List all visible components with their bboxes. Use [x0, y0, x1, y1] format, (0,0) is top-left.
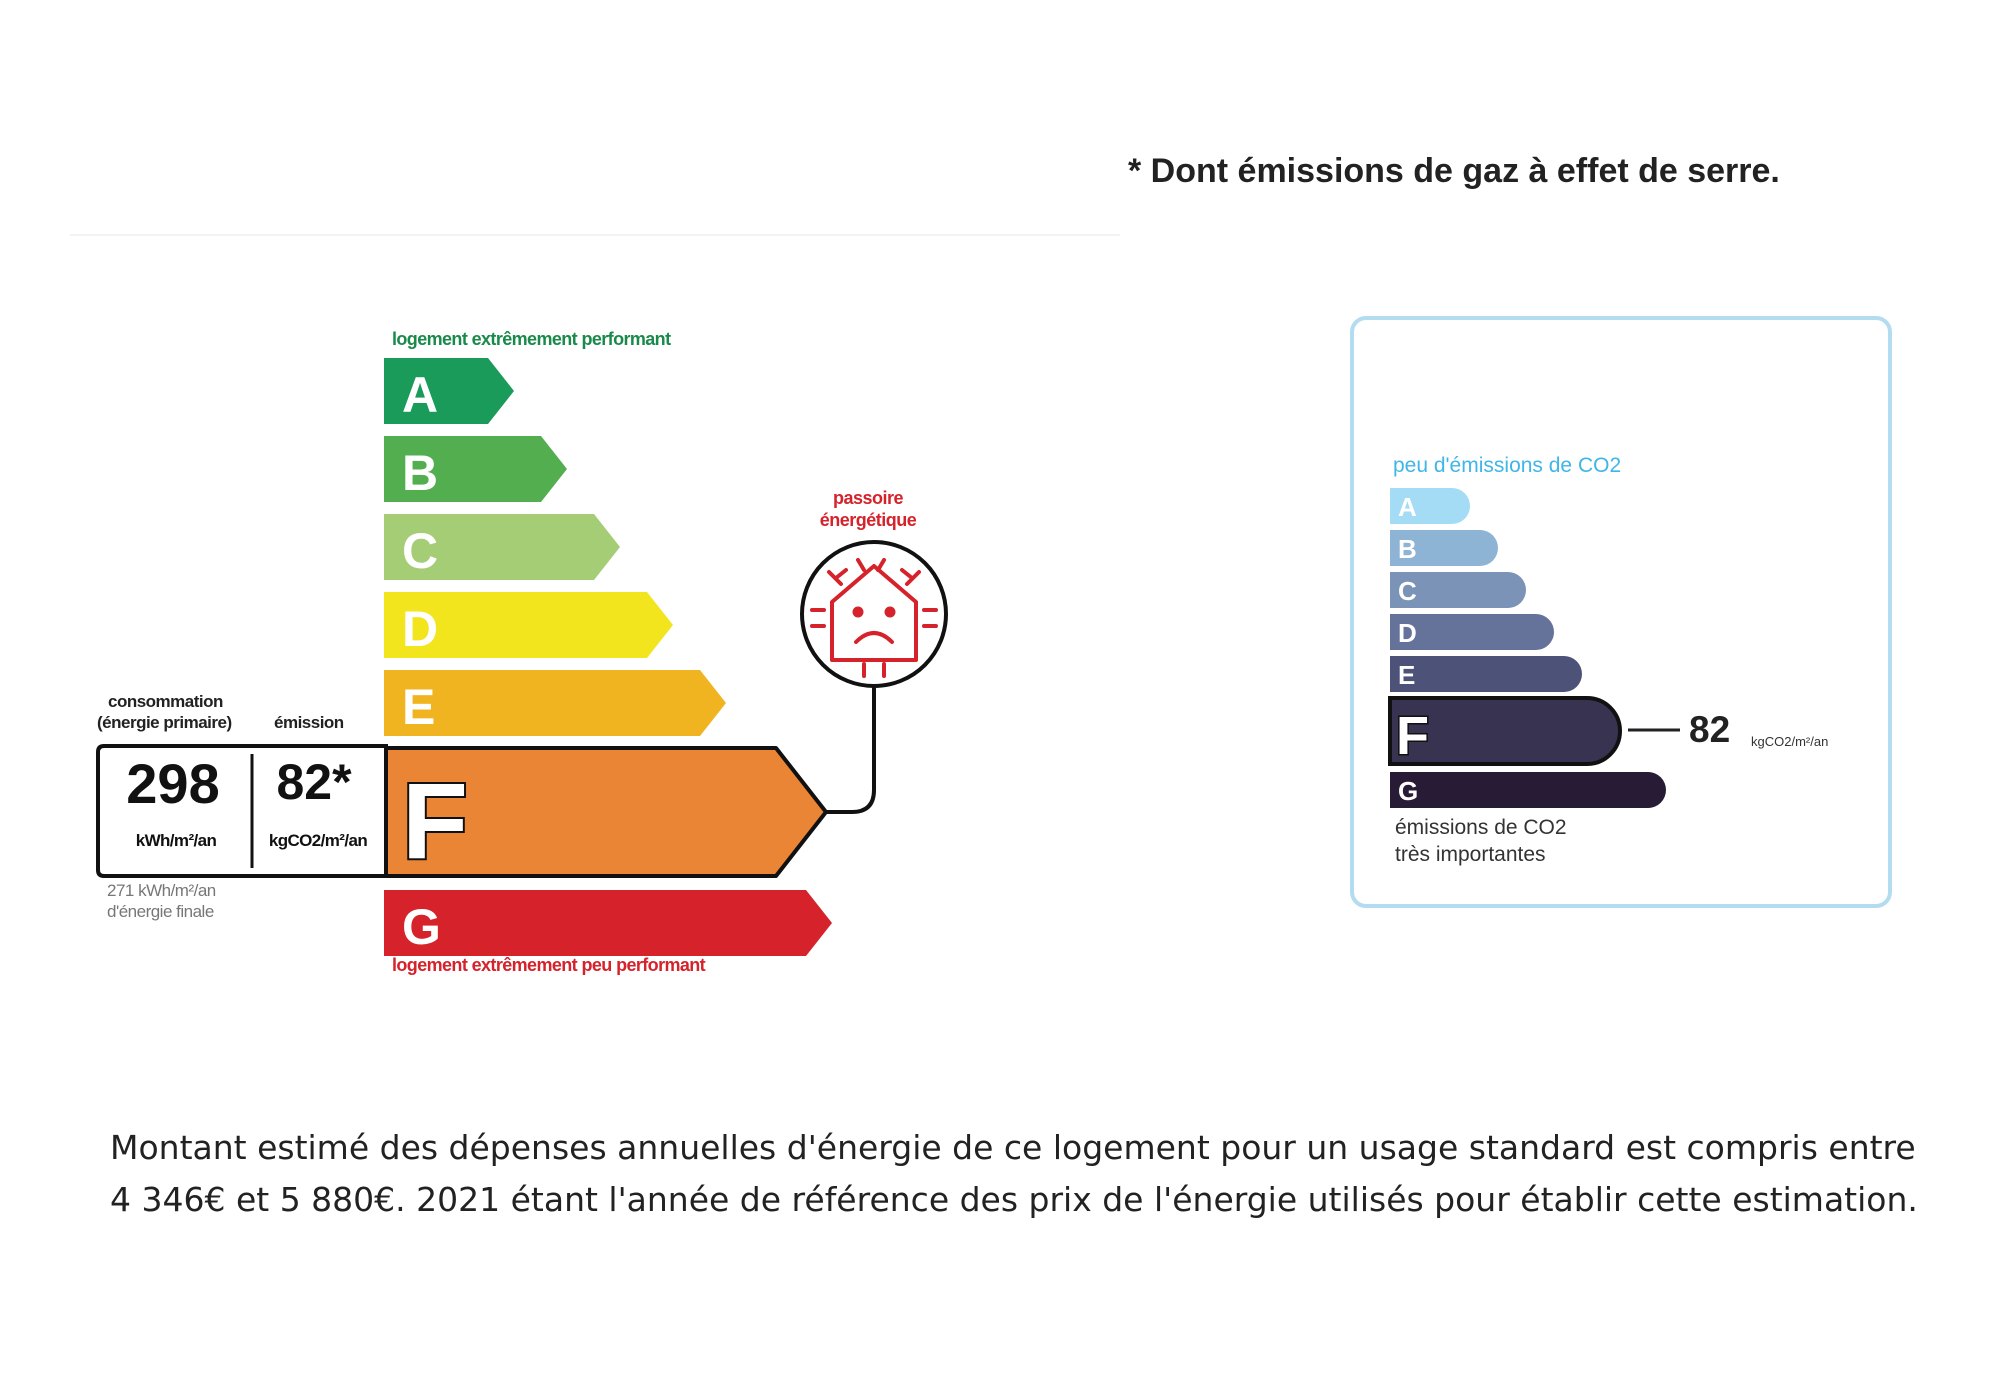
ges-class-b-bar: [1390, 530, 1498, 566]
ges-class-f-bar: [1388, 696, 1622, 766]
emission-value: 82*: [276, 754, 352, 810]
emission-header: émission: [274, 713, 344, 732]
cost-estimate-line2: 4 346€ et 5 880€. 2021 étant l'année de …: [110, 1180, 1918, 1219]
final-energy-line2: d'énergie finale: [107, 902, 214, 921]
emission-unit: kgCO2/m²/an: [269, 831, 367, 850]
ghg-footnote: * Dont émissions de gaz à effet de serre…: [1128, 152, 1780, 190]
final-energy-line1: 271 kWh/m²/an: [107, 881, 216, 900]
ges-class-f-letter: F: [1396, 706, 1429, 766]
ges-class-a-bar: [1390, 488, 1470, 524]
ges-class-d-bar: [1390, 614, 1554, 650]
consumption-header: consommation: [108, 692, 223, 711]
ges-class-c-bar: [1390, 572, 1526, 608]
dpe-class-d-letter: D: [402, 601, 438, 657]
consumption-subheader: (énergie primaire): [97, 713, 232, 732]
value-box: [96, 744, 388, 878]
ges-bottom-label-line1: émissions de CO2: [1395, 816, 1567, 839]
dpe-class-c-letter: C: [402, 523, 438, 579]
ges-class-g-bar: [1390, 772, 1666, 808]
passoire-label-line1: passoire: [833, 488, 904, 508]
ges-class-e-bar: [1390, 656, 1582, 692]
ges-class-e-letter: E: [1398, 660, 1415, 690]
ges-bottom-label-line2: très importantes: [1395, 843, 1546, 866]
divider: [70, 234, 1120, 236]
consumption-value: 298: [126, 752, 219, 815]
ges-class-a-letter: A: [1398, 492, 1417, 522]
ges-class-b-letter: B: [1398, 534, 1417, 564]
ges-class-g-letter: G: [1398, 776, 1418, 806]
dpe-class-b-letter: B: [402, 445, 438, 501]
dpe-class-d-bar: [384, 592, 673, 658]
dpe-class-g-letter: G: [402, 899, 441, 955]
consumption-unit: kWh/m²/an: [136, 831, 217, 850]
dpe-class-b-bar: [384, 436, 567, 502]
dpe-class-c-bar: [384, 514, 620, 580]
dpe-class-f-letter: F: [402, 760, 468, 881]
cost-estimate-text: Montant estimé des dépenses annuelles d'…: [110, 1122, 1930, 1226]
dpe-bottom-label: logement extrêmement peu performant: [392, 955, 706, 975]
dpe-class-e-bar: [384, 670, 726, 736]
ges-value: 82: [1689, 709, 1730, 750]
passoire-label-line2: énergétique: [820, 510, 917, 530]
ges-top-label: peu d'émissions de CO2: [1393, 454, 1621, 477]
cost-estimate-line1: Montant estimé des dépenses annuelles d'…: [110, 1128, 1916, 1167]
ges-unit: kgCO2/m²/an: [1751, 734, 1828, 749]
dpe-top-label: logement extrêmement performant: [392, 329, 671, 349]
dpe-class-g-bar: [384, 890, 832, 956]
dpe-class-e-letter: E: [402, 679, 435, 735]
ges-class-c-letter: C: [1398, 576, 1417, 606]
ges-class-d-letter: D: [1398, 618, 1417, 648]
passoire-connector: [826, 684, 876, 814]
dpe-class-a-bar: [384, 358, 514, 424]
dpe-class-a-letter: A: [402, 367, 438, 423]
sad-house-icon: [810, 558, 938, 678]
